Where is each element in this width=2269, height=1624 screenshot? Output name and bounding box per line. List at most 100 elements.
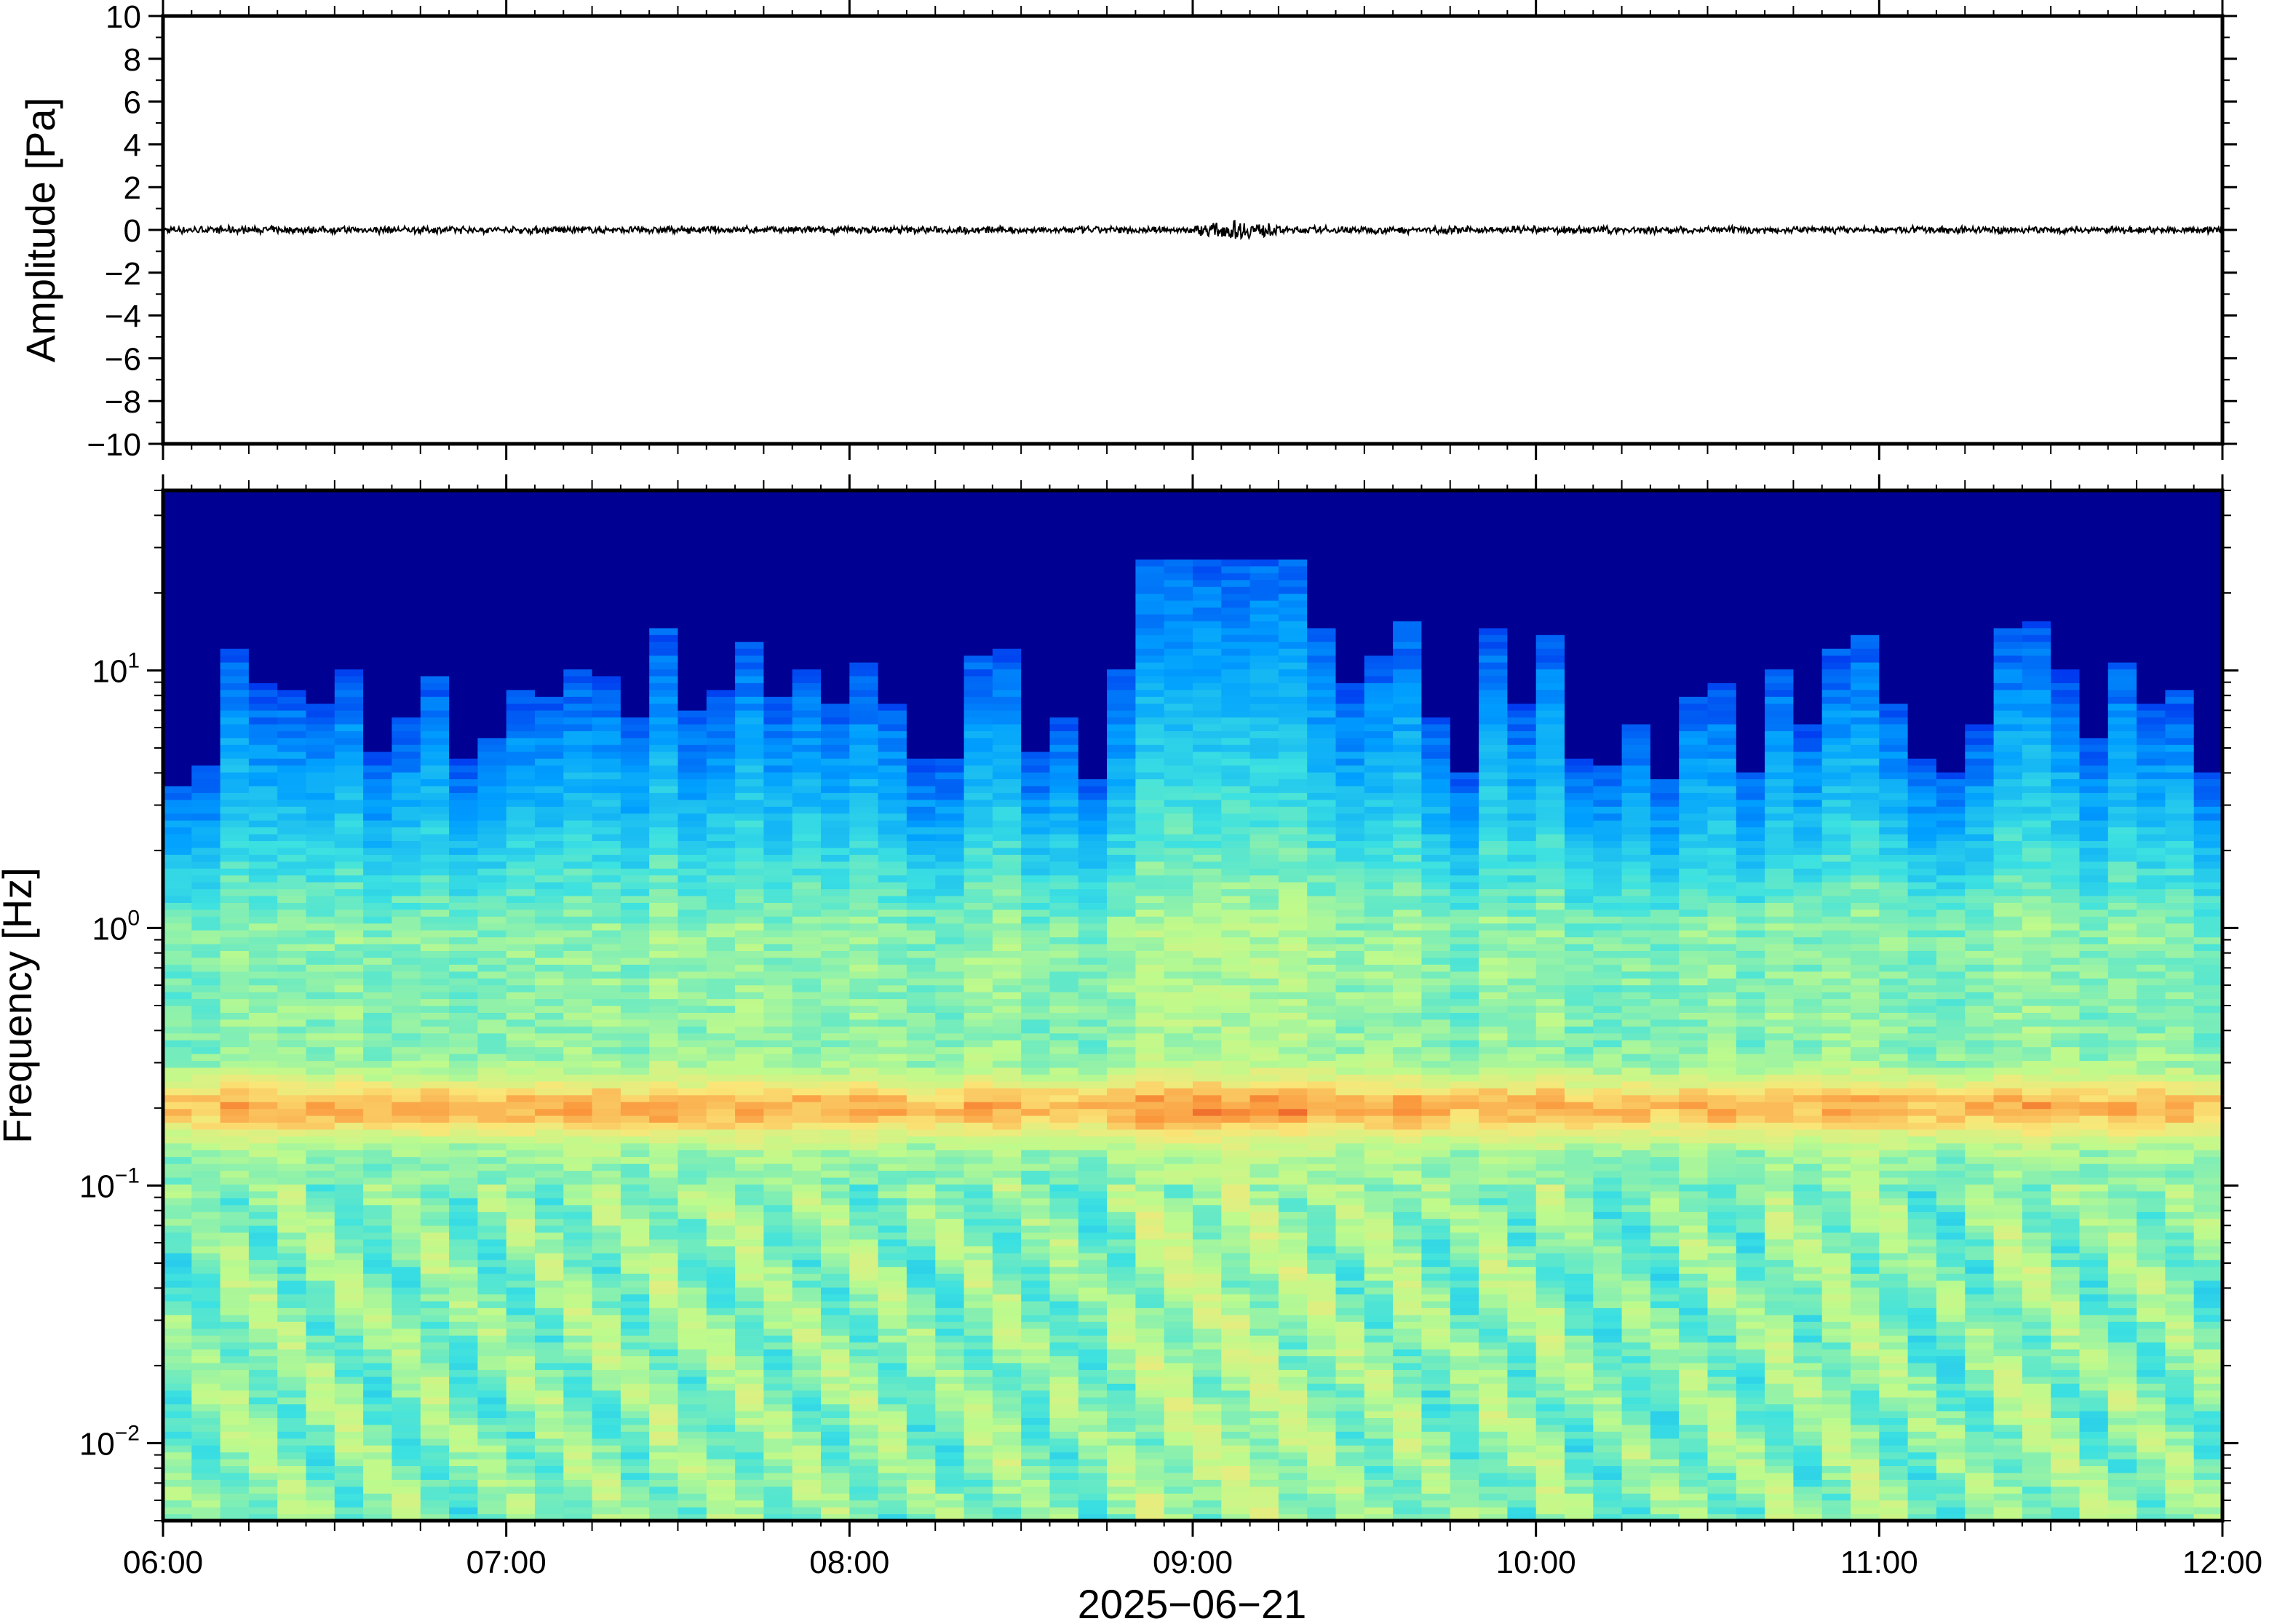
spectrogram-cell — [306, 559, 335, 567]
spectrogram-cell — [334, 545, 364, 553]
spectrogram-cell — [1049, 1163, 1079, 1171]
spectrogram-cell — [163, 896, 192, 903]
spectrogram-cell — [792, 710, 822, 718]
spectrogram-cell — [592, 503, 621, 512]
spectrogram-cell — [992, 703, 1022, 711]
spectrogram-cell — [277, 1218, 307, 1226]
spectrogram-cell — [535, 1080, 564, 1088]
spectrogram-cell — [163, 820, 192, 828]
spectrogram-cell — [963, 1094, 993, 1102]
spectrogram-cell — [420, 923, 450, 931]
spectrogram-cell — [363, 1012, 392, 1020]
spectrogram-cell — [763, 930, 793, 938]
spectrogram-cell — [849, 724, 879, 731]
spectrogram-cell — [763, 565, 793, 573]
spectrogram-cell — [620, 1019, 650, 1027]
spectrogram-cell — [420, 971, 450, 979]
spectrogram-cell — [277, 902, 307, 910]
spectrogram-cell — [963, 978, 993, 986]
waveform-y-axis-title: Amplitude [Pa] — [17, 97, 63, 362]
spectrogram-cell — [706, 957, 736, 965]
spectrogram-cell — [935, 627, 965, 635]
spectrogram-cell — [506, 621, 536, 629]
spectrogram-cell — [363, 998, 392, 1006]
spectrogram-cell — [277, 613, 307, 621]
spectrogram-cell — [506, 875, 536, 883]
spectrogram-cell — [649, 669, 679, 677]
spectrogram-cell — [563, 854, 593, 862]
spectrogram-cell — [220, 1445, 250, 1453]
spectrogram-cell — [363, 765, 392, 773]
spectrogram-cell — [392, 1246, 421, 1254]
spectrogram-cell — [677, 621, 707, 629]
spectrogram-cell — [735, 1300, 764, 1308]
spectrogram-cell — [1049, 1204, 1079, 1212]
spectrogram-cell — [306, 1150, 335, 1158]
spectrogram-cell — [220, 840, 250, 848]
spectrogram-cell — [191, 1198, 221, 1206]
spectrogram-cell — [992, 930, 1022, 938]
spectrogram-cell — [792, 1452, 822, 1460]
spectrogram-cell — [963, 785, 993, 793]
spectrogram-cell — [306, 1190, 335, 1198]
spectrogram-cell — [449, 545, 478, 553]
spectrogram-cell — [535, 1252, 564, 1260]
spectrogram-cell — [334, 1211, 364, 1219]
spectrogram-cell — [649, 827, 679, 835]
spectrogram-cell — [535, 1404, 564, 1412]
spectrogram-cell — [363, 1500, 392, 1508]
spectrogram-cell — [677, 675, 707, 683]
spectrogram-cell — [963, 662, 993, 669]
spectrogram-cell — [248, 1507, 278, 1515]
spectrogram-cell — [935, 1246, 965, 1254]
spectrogram-cell — [191, 503, 221, 512]
spectrogram-cell — [163, 1383, 192, 1391]
spectrogram-cell — [735, 573, 764, 581]
spectrogram-cell — [220, 1390, 250, 1398]
spectrogram-cell — [592, 1190, 621, 1198]
spectrogram-cell — [220, 1232, 250, 1240]
spectrogram-cell — [363, 600, 392, 608]
spectrogram-cell — [906, 1273, 936, 1281]
spectrogram-cell — [277, 1198, 307, 1206]
spectrogram-cell — [392, 909, 421, 917]
spectrogram-cell — [735, 586, 764, 594]
spectrogram-cell — [1021, 806, 1051, 814]
spectrogram-cell — [563, 799, 593, 807]
spectrogram-cell — [277, 1280, 307, 1288]
spectrogram-cell — [763, 744, 793, 752]
spectrogram-cell — [992, 861, 1022, 869]
spectrogram-cell — [906, 511, 936, 519]
spectrogram-cell — [763, 1376, 793, 1384]
spectrogram-cell — [277, 1321, 307, 1329]
spectrogram-cell — [306, 1376, 335, 1384]
spectrogram-cell — [449, 950, 478, 958]
spectrogram-cell — [392, 1452, 421, 1460]
spectrogram-cell — [649, 1074, 679, 1082]
spectrogram-cell — [163, 1259, 192, 1267]
spectrogram-cell — [277, 1080, 307, 1088]
spectrogram-cell — [506, 758, 536, 766]
spectrogram-cell — [477, 1424, 507, 1432]
spectrogram-cell — [1021, 627, 1051, 635]
spectrogram-cell — [449, 579, 478, 587]
spectrogram-cell — [620, 1493, 650, 1501]
spectrogram-cell — [248, 503, 278, 512]
spectrogram-cell — [878, 531, 907, 539]
spectrogram-cell — [334, 1067, 364, 1075]
spectrogram-cell — [1021, 1129, 1051, 1137]
spectrogram-cell — [1021, 1486, 1051, 1494]
spectrogram-cell — [592, 1252, 621, 1260]
spectrogram-cell — [849, 971, 879, 979]
spectrogram-cell — [706, 806, 736, 814]
spectrogram-cell — [649, 957, 679, 965]
spectrogram-cell — [763, 751, 793, 759]
spectrogram-cell — [535, 930, 564, 938]
spectrogram-cell — [706, 497, 736, 505]
waveform-y-tick-label: −8 — [105, 384, 141, 420]
spectrogram-cell — [763, 1273, 793, 1281]
spectrogram-cell — [620, 1472, 650, 1480]
spectrogram-cell — [191, 1507, 221, 1515]
spectrogram-cell — [992, 896, 1022, 903]
spectrogram-cell — [420, 1108, 450, 1116]
